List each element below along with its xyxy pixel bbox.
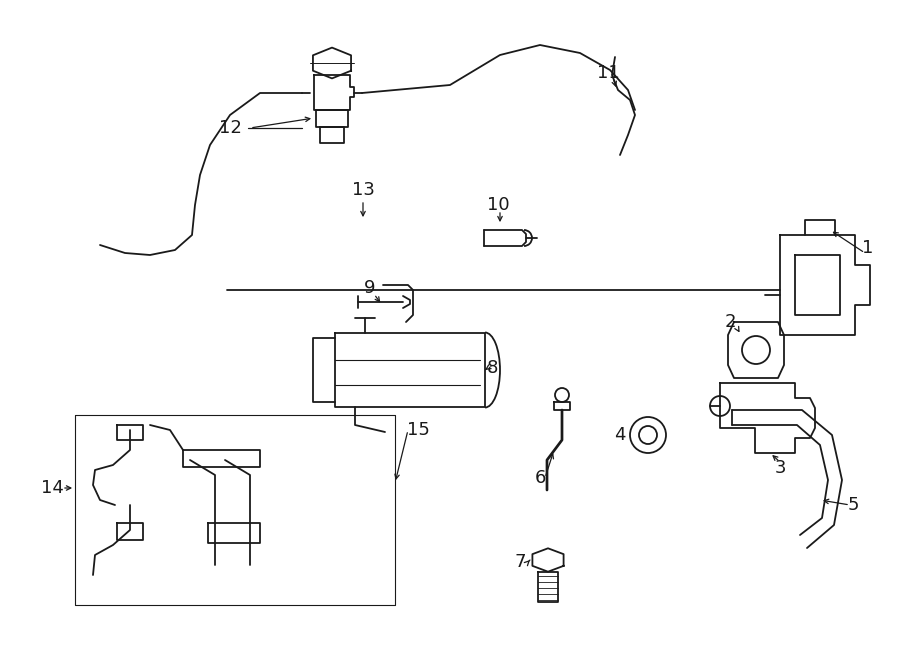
Text: 3: 3 bbox=[774, 459, 786, 477]
Text: 7: 7 bbox=[514, 553, 526, 571]
Text: 8: 8 bbox=[486, 359, 498, 377]
Text: 5: 5 bbox=[847, 496, 859, 514]
Text: 15: 15 bbox=[407, 421, 429, 439]
Text: 11: 11 bbox=[597, 64, 619, 82]
Text: 12: 12 bbox=[219, 119, 241, 137]
Text: 14: 14 bbox=[40, 479, 63, 497]
Text: 2: 2 bbox=[724, 313, 736, 331]
Text: 10: 10 bbox=[487, 196, 509, 214]
Text: 9: 9 bbox=[364, 279, 376, 297]
Text: 6: 6 bbox=[535, 469, 545, 487]
Text: 1: 1 bbox=[862, 239, 874, 257]
Text: 4: 4 bbox=[614, 426, 626, 444]
Text: 13: 13 bbox=[352, 181, 374, 199]
